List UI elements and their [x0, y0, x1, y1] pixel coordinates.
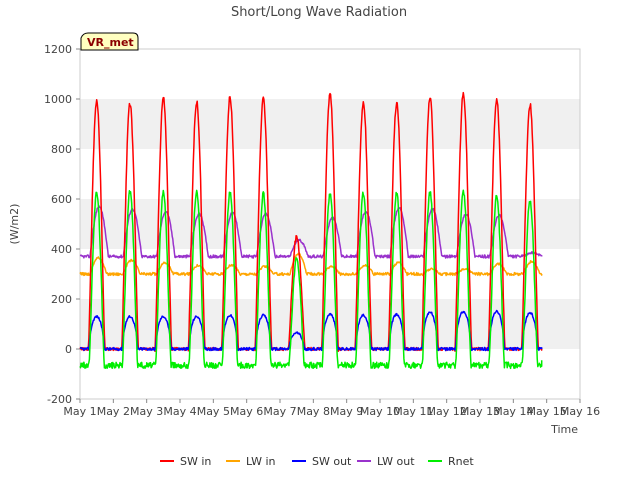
x-tick-label: May 15 — [527, 405, 567, 418]
y-axis: -200 0 200 400 600 800 1000 1200 — [44, 43, 80, 406]
grid-band — [80, 299, 580, 349]
x-tick-label: May 13 — [460, 405, 500, 418]
plot-background-bands — [80, 49, 580, 399]
legend-item: SW out — [292, 455, 352, 468]
x-tick-label: May 1 — [63, 405, 96, 418]
x-tick-label: May 3 — [130, 405, 163, 418]
x-tick-label: May 11 — [393, 405, 433, 418]
legend-label: LW out — [377, 455, 415, 468]
legend-label: SW out — [312, 455, 352, 468]
y-tick-label: 0 — [65, 343, 72, 356]
series-layer — [79, 91, 543, 370]
grid-band — [80, 99, 580, 149]
x-tick-label: May 6 — [230, 405, 263, 418]
y-tick-label: 200 — [51, 293, 72, 306]
x-tick-label: May 8 — [297, 405, 330, 418]
legend-label: SW in — [180, 455, 211, 468]
site-label-box: VR_met — [80, 32, 139, 51]
plot-frame — [79, 48, 581, 400]
legend-item: LW in — [226, 455, 276, 468]
x-axis: May 1 May 2 May 3 May 4 May 5 May 6 May 7 May 8… — [63, 399, 600, 418]
y-tick-label: 600 — [51, 193, 72, 206]
y-tick-label: 1000 — [44, 93, 72, 106]
legend: SW in LW in SW out LW out Rnet — [160, 455, 474, 468]
x-axis-label: Time — [550, 423, 578, 436]
legend-label: LW in — [246, 455, 276, 468]
x-tick-label: May 10 — [360, 405, 400, 418]
legend-item: Rnet — [428, 455, 474, 468]
x-tick-label: May 7 — [263, 405, 296, 418]
grid-band — [80, 199, 580, 249]
y-tick-label: 800 — [51, 143, 72, 156]
y-tick-label: -200 — [47, 393, 72, 406]
x-tick-label: May 14 — [493, 405, 533, 418]
legend-label: Rnet — [448, 455, 474, 468]
plot-border — [79, 48, 581, 400]
x-tick-label: May 12 — [427, 405, 467, 418]
site-label: VR_met — [87, 36, 134, 49]
x-tick-label: May 16 — [560, 405, 600, 418]
y-tick-label: 400 — [51, 243, 72, 256]
y-tick-label: 1200 — [44, 43, 72, 56]
x-tick-label: May 2 — [97, 405, 130, 418]
chart-title: Short/Long Wave Radiation — [231, 5, 407, 20]
y-axis-label: (W/m2) — [8, 204, 21, 245]
x-tick-label: May 4 — [163, 405, 196, 418]
legend-item: SW in — [160, 455, 211, 468]
x-tick-label: May 9 — [330, 405, 363, 418]
series-line-rnet — [79, 189, 543, 370]
x-tick-label: May 5 — [197, 405, 230, 418]
legend-item: LW out — [357, 455, 415, 468]
